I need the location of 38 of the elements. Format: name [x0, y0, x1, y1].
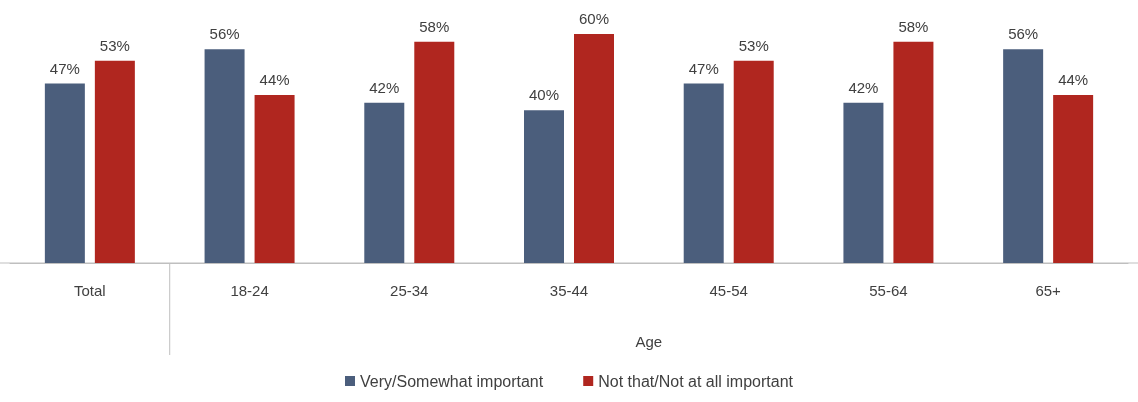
bar — [94, 60, 135, 263]
legend-label: Not that/Not at all important — [598, 372, 794, 390]
x-tick-label: Total — [74, 282, 106, 299]
legend-label: Very/Somewhat important — [360, 372, 544, 390]
x-tick-label: 55-64 — [869, 282, 908, 299]
x-tick-label: 45-54 — [709, 282, 748, 299]
data-label: 53% — [738, 36, 769, 54]
data-label: 44% — [1058, 71, 1089, 89]
bar — [44, 83, 85, 263]
x-tick-label: 65+ — [1035, 282, 1062, 299]
bar — [893, 41, 934, 263]
bar — [364, 102, 405, 263]
data-label: 47% — [49, 59, 80, 77]
data-label: 42% — [369, 78, 400, 96]
data-label: 40% — [528, 86, 560, 104]
bar — [1003, 49, 1044, 263]
data-label: 56% — [209, 25, 240, 43]
bar — [574, 34, 614, 263]
bar — [524, 110, 564, 263]
bar — [254, 95, 295, 263]
data-label: 56% — [1008, 25, 1039, 43]
data-label: 60% — [578, 10, 610, 27]
data-label: 58% — [419, 17, 450, 35]
x-tick-label: 18-24 — [230, 282, 269, 299]
x-tick-label: 35-44 — [549, 282, 589, 299]
data-label: 53% — [99, 36, 130, 54]
data-label: 42% — [848, 78, 879, 96]
x-axis-title: Age — [635, 332, 663, 350]
bar — [204, 49, 245, 263]
data-label: 58% — [898, 17, 929, 35]
bar — [414, 41, 455, 263]
bar — [733, 60, 774, 263]
data-label: 44% — [259, 71, 290, 89]
bar — [843, 102, 884, 263]
bar — [683, 83, 724, 263]
data-label: 47% — [688, 59, 719, 77]
x-tick-label: 25-34 — [390, 282, 429, 299]
bar — [1053, 95, 1094, 263]
